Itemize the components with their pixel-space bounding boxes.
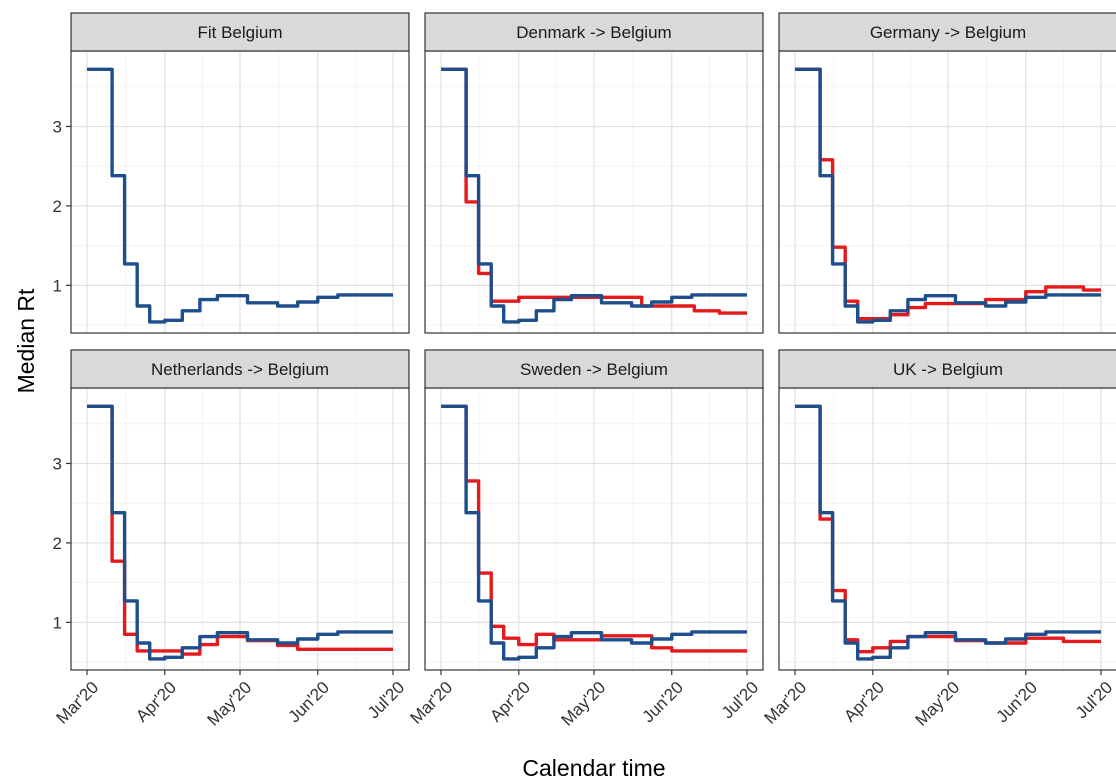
x-tick-label: Apr'20 [486,678,534,726]
series-line-fit [87,404,393,661]
x-tick-label: May'20 [557,678,609,730]
y-tick-label: 3 [53,454,62,473]
facet-title: Germany -> Belgium [870,23,1026,42]
facet-title: Fit Belgium [197,23,282,42]
facet-strip [778,349,1116,389]
panel-2: Germany -> Belgium [778,12,1116,334]
series-line-fit [87,67,393,324]
y-tick-label: 1 [53,613,62,632]
x-tick-label: Jun'20 [639,678,687,726]
series-line-transfer [441,67,747,315]
y-tick-label: 2 [53,534,62,553]
x-tick-label: May'20 [911,678,963,730]
x-tick-label: Apr'20 [132,678,180,726]
panel-3: Netherlands -> Belgium 1 2 3 Mar'20 Apr'20 May… [53,349,410,730]
y-axis-title: Median Rt [13,288,39,393]
facet-title: UK -> Belgium [893,360,1003,379]
facet-strip [778,12,1116,52]
series-line-fit [441,67,747,324]
facet-strip [424,12,764,52]
y-tick-label: 3 [53,117,62,136]
panel-1: Denmark -> Belgium [424,12,764,334]
x-tick-label: May'20 [203,678,255,730]
facet-title: Sweden -> Belgium [520,360,668,379]
facet-title: Netherlands -> Belgium [151,360,329,379]
x-axis-title: Calendar time [522,755,665,781]
x-tick-label: Jul'20 [364,678,408,722]
x-tick-label: Mar'20 [407,678,457,728]
facet-strip [70,349,410,389]
facet-strip [424,349,764,389]
series-line-fit [795,67,1101,324]
y-tick-label: 2 [53,197,62,216]
x-tick-label: Mar'20 [761,678,811,728]
x-tick-label: Jun'20 [993,678,1041,726]
x-tick-label: Jun'20 [285,678,333,726]
panel-4: Sweden -> Belgium Mar'20 Apr'20 May'20 Jun'2… [407,349,764,730]
y-tick-label: 1 [53,276,62,295]
x-tick-label: Jul'20 [718,678,762,722]
panel-0: Fit Belgium 1 2 3 [53,12,410,334]
panel-5: UK -> Belgium Mar'20 Apr'20 May'20 Jun'20 Jul… [761,349,1116,730]
x-tick-label: Apr'20 [840,678,888,726]
series-line-fit [441,404,747,661]
series-line-fit [795,404,1101,661]
facet-strip [70,12,410,52]
facet-title: Denmark -> Belgium [516,23,671,42]
x-tick-label: Jul'20 [1072,678,1116,722]
x-tick-label: Mar'20 [53,678,103,728]
